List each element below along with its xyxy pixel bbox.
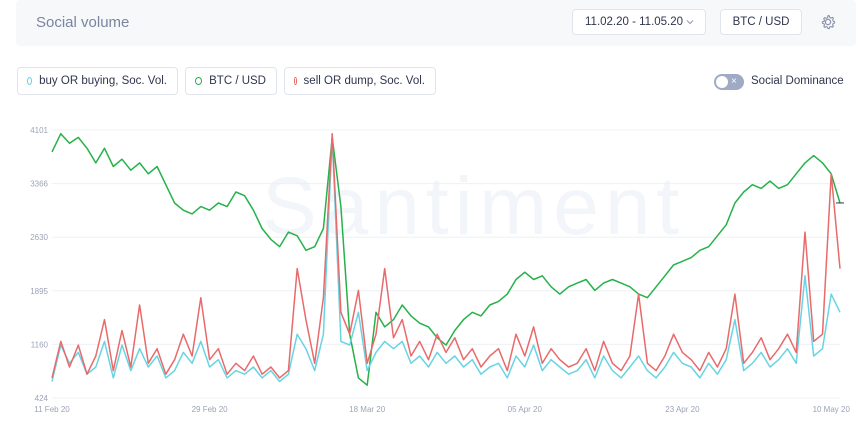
- pair-selector-button[interactable]: BTC / USD: [720, 9, 802, 35]
- watermark: Santiment: [262, 161, 685, 252]
- chevron-down-icon: [686, 20, 694, 25]
- legend-marker-icon: [294, 77, 297, 85]
- date-range-picker[interactable]: 11.02.20 - 11.05.20: [572, 9, 706, 35]
- page-title: Social volume: [36, 14, 130, 31]
- x-tick-label: 05 Apr 20: [508, 405, 543, 414]
- y-tick-label: 3366: [30, 180, 48, 189]
- x-tick-label: 18 Mar 20: [349, 405, 386, 414]
- legend-buy-button[interactable]: buy OR buying, Soc. Vol.: [17, 67, 178, 95]
- x-tick-label: 10 May 20: [813, 405, 851, 414]
- series-line-2: [51, 132, 841, 379]
- y-tick-label: 424: [35, 394, 49, 403]
- close-icon: ×: [731, 76, 737, 87]
- series-line-0: [51, 136, 841, 383]
- y-tick-label: 1895: [30, 287, 48, 296]
- legend-sell-button[interactable]: sell OR dump, Soc. Vol.: [284, 67, 436, 95]
- legend-btc-button[interactable]: BTC / USD: [185, 67, 277, 95]
- gear-icon[interactable]: [820, 14, 836, 30]
- y-tick-label: 1160: [31, 340, 49, 349]
- legend-sell-label: sell OR dump, Soc. Vol.: [303, 75, 425, 87]
- legend-marker-icon: [27, 77, 33, 85]
- series-line-1: [51, 132, 841, 386]
- pair-label: BTC / USD: [732, 16, 790, 28]
- social-dominance-toggle[interactable]: ×: [714, 74, 744, 90]
- social-volume-chart[interactable]: Santiment 4101 3366 2630 1895 1160 424 11 Feb…: [0, 110, 860, 427]
- x-axis: 11 Feb 20 29 Feb 20 18 Mar 20 05 Apr 20 23 A…: [34, 405, 850, 414]
- legend-btc-label: BTC / USD: [209, 75, 266, 87]
- legend-buy-label: buy OR buying, Soc. Vol.: [39, 75, 167, 87]
- x-tick-label: 23 Apr 20: [665, 405, 700, 414]
- y-axis: 4101 3366 2630 1895 1160 424: [30, 126, 48, 403]
- toggle-knob: [716, 76, 728, 88]
- chart-header: Social volume 11.02.20 - 11.05.20 BTC / …: [16, 0, 856, 46]
- x-tick-label: 29 Feb 20: [192, 405, 229, 414]
- series-lines: [51, 132, 844, 386]
- x-tick-label: 11 Feb 20: [34, 405, 70, 414]
- y-tick-label: 2630: [30, 233, 48, 242]
- y-tick-label: 4101: [30, 126, 48, 135]
- legend-marker-icon: [195, 77, 203, 85]
- date-range-value: 11.02.20 - 11.05.20: [585, 16, 684, 28]
- social-dominance-label: Social Dominance: [751, 75, 844, 87]
